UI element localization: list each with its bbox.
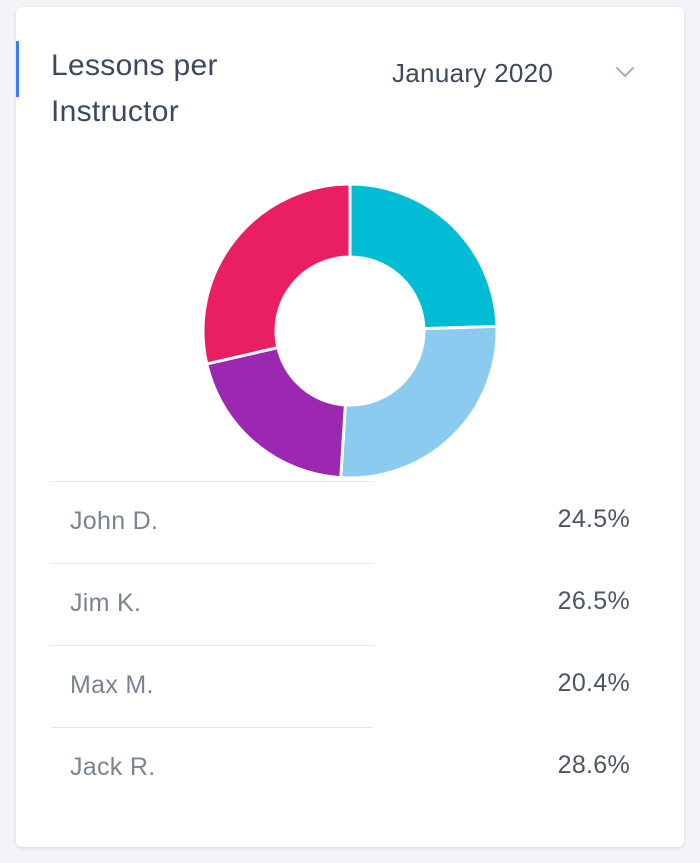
legend-item-name: Jim K. — [70, 589, 142, 617]
chevron-down-icon — [616, 67, 634, 77]
legend-divider — [50, 727, 374, 728]
legend: John D. 24.5% Jim K. 26.5% Max M. 20.4% … — [50, 481, 650, 809]
legend-item-value: 28.6% — [557, 751, 630, 779]
card-title: Lessons per Instructor — [51, 49, 218, 128]
legend-item-name: John D. — [70, 507, 159, 535]
donut-chart — [201, 182, 499, 480]
donut-slice-max-m[interactable] — [204, 345, 347, 480]
month-selector-value: January 2020 — [392, 57, 554, 88]
legend-item: Max M. 20.4% — [50, 645, 650, 727]
legend-item: Jack R. 28.6% — [50, 727, 650, 809]
legend-item-value: 20.4% — [557, 669, 630, 697]
legend-divider — [50, 645, 374, 646]
legend-item: Jim K. 26.5% — [50, 563, 650, 645]
donut-slice-jack-r[interactable] — [201, 182, 352, 366]
card-accent-bar — [16, 41, 19, 97]
legend-item: John D. 24.5% — [50, 481, 650, 563]
legend-divider — [50, 481, 374, 482]
month-selector[interactable]: January 2020 — [376, 51, 646, 95]
legend-item-value: 26.5% — [557, 587, 630, 615]
donut-slice-john-d[interactable] — [348, 182, 499, 331]
legend-item-name: Max M. — [70, 671, 154, 699]
lessons-per-instructor-card: Lessons per Instructor January 2020 John… — [16, 7, 684, 847]
legend-item-name: Jack R. — [70, 753, 156, 781]
legend-divider — [50, 563, 374, 564]
donut-slice-jim-k[interactable] — [339, 324, 499, 480]
legend-item-value: 24.5% — [557, 505, 630, 533]
